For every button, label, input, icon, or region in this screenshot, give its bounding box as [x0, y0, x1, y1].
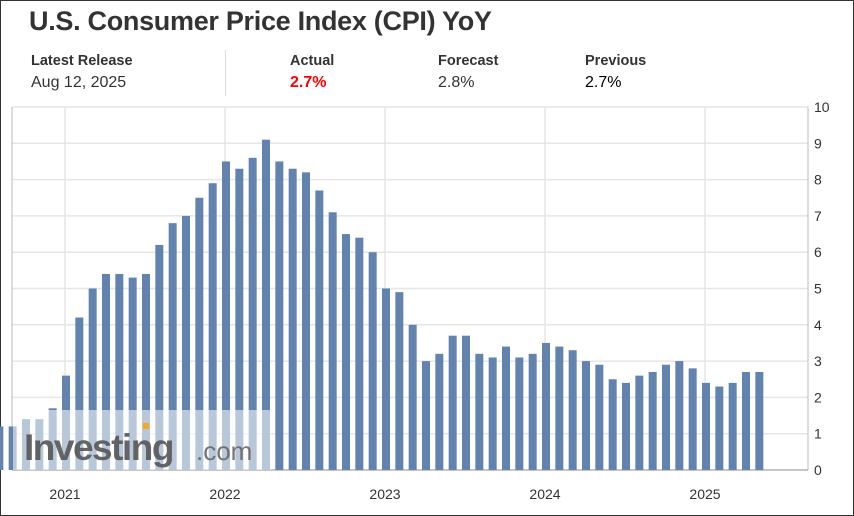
y-tick-label: 6 — [814, 244, 822, 260]
bar — [582, 361, 590, 470]
bar — [662, 364, 670, 470]
bar — [128, 277, 137, 470]
bar — [475, 353, 484, 470]
x-tick-label: 2021 — [49, 486, 80, 502]
previous-stat: Previous 2.7% — [585, 53, 646, 92]
latest-release: Latest Release Aug 12, 2025 — [31, 53, 133, 92]
bar — [542, 342, 550, 470]
bar — [555, 346, 564, 470]
bar — [8, 426, 17, 470]
actual-stat: Actual 2.7% — [290, 53, 334, 92]
bar — [635, 375, 644, 470]
bar — [448, 335, 457, 470]
bar — [235, 168, 244, 470]
previous-label: Previous — [585, 53, 647, 69]
bar — [382, 288, 390, 470]
x-tick-label: 2025 — [689, 486, 720, 502]
y-tick-label: 10 — [814, 99, 830, 115]
forecast-stat: Forecast 2.8% — [438, 53, 498, 92]
bar — [568, 350, 577, 470]
watermark-overlay — [13, 410, 271, 470]
bar — [728, 382, 737, 470]
bar — [688, 368, 697, 470]
bar — [462, 335, 470, 470]
y-tick-label: 5 — [814, 281, 822, 297]
bar — [88, 288, 97, 470]
latest-release-date: Aug 12, 2025 — [31, 74, 127, 91]
bar — [408, 324, 417, 470]
latest-release-label: Latest Release — [31, 53, 133, 69]
bar — [355, 237, 364, 470]
actual-value: 2.7% — [290, 74, 327, 91]
bar — [648, 371, 657, 470]
bar — [742, 371, 750, 470]
y-tick-label: 9 — [814, 135, 822, 151]
bar — [435, 353, 444, 470]
bar — [248, 157, 257, 470]
divider — [225, 50, 226, 96]
bar — [675, 361, 684, 470]
bar — [168, 223, 177, 470]
y-tick-label: 0 — [814, 462, 822, 478]
watermark-logo: Investing — [24, 427, 173, 468]
bar — [395, 292, 404, 470]
bar — [502, 346, 510, 470]
y-tick-label: 7 — [814, 208, 822, 224]
bar — [275, 161, 284, 470]
bar — [315, 190, 324, 471]
y-tick-label: 1 — [814, 426, 822, 442]
watermark-logo-suffix: .com — [196, 436, 252, 466]
bar — [302, 172, 310, 470]
bar — [755, 371, 764, 470]
bar — [102, 273, 110, 470]
bar — [288, 168, 297, 470]
page-title: U.S. Consumer Price Index (CPI) YoY — [29, 6, 492, 36]
y-tick-label: 2 — [814, 389, 822, 405]
y-tick-label: 8 — [814, 172, 822, 188]
y-tick-label: 4 — [814, 317, 822, 333]
bar — [155, 244, 164, 470]
bar — [608, 379, 617, 470]
x-tick-label: 2024 — [529, 486, 560, 502]
x-tick-label: 2023 — [369, 486, 400, 502]
bar — [75, 317, 84, 470]
bar — [702, 382, 710, 470]
bar — [595, 364, 604, 470]
bar — [622, 382, 630, 470]
previous-value: 2.7% — [585, 74, 622, 91]
bar — [342, 234, 350, 470]
bar — [115, 273, 124, 470]
bar — [262, 139, 270, 471]
bar — [0, 426, 4, 470]
bar — [515, 357, 524, 470]
watermark-logo-accent — [143, 423, 149, 429]
bar — [422, 361, 430, 470]
bar — [208, 183, 217, 471]
bar — [368, 252, 377, 470]
bar — [142, 273, 150, 470]
x-tick-label: 2022 — [209, 486, 240, 502]
bar — [222, 161, 230, 470]
y-tick-label: 3 — [814, 353, 822, 369]
bar — [715, 386, 724, 470]
forecast-value: 2.8% — [438, 74, 475, 91]
bar — [182, 215, 190, 470]
bar — [195, 197, 204, 470]
bar — [528, 353, 537, 470]
bar — [328, 212, 337, 470]
forecast-label: Forecast — [438, 53, 499, 69]
actual-label: Actual — [290, 53, 335, 69]
bar — [488, 357, 497, 470]
